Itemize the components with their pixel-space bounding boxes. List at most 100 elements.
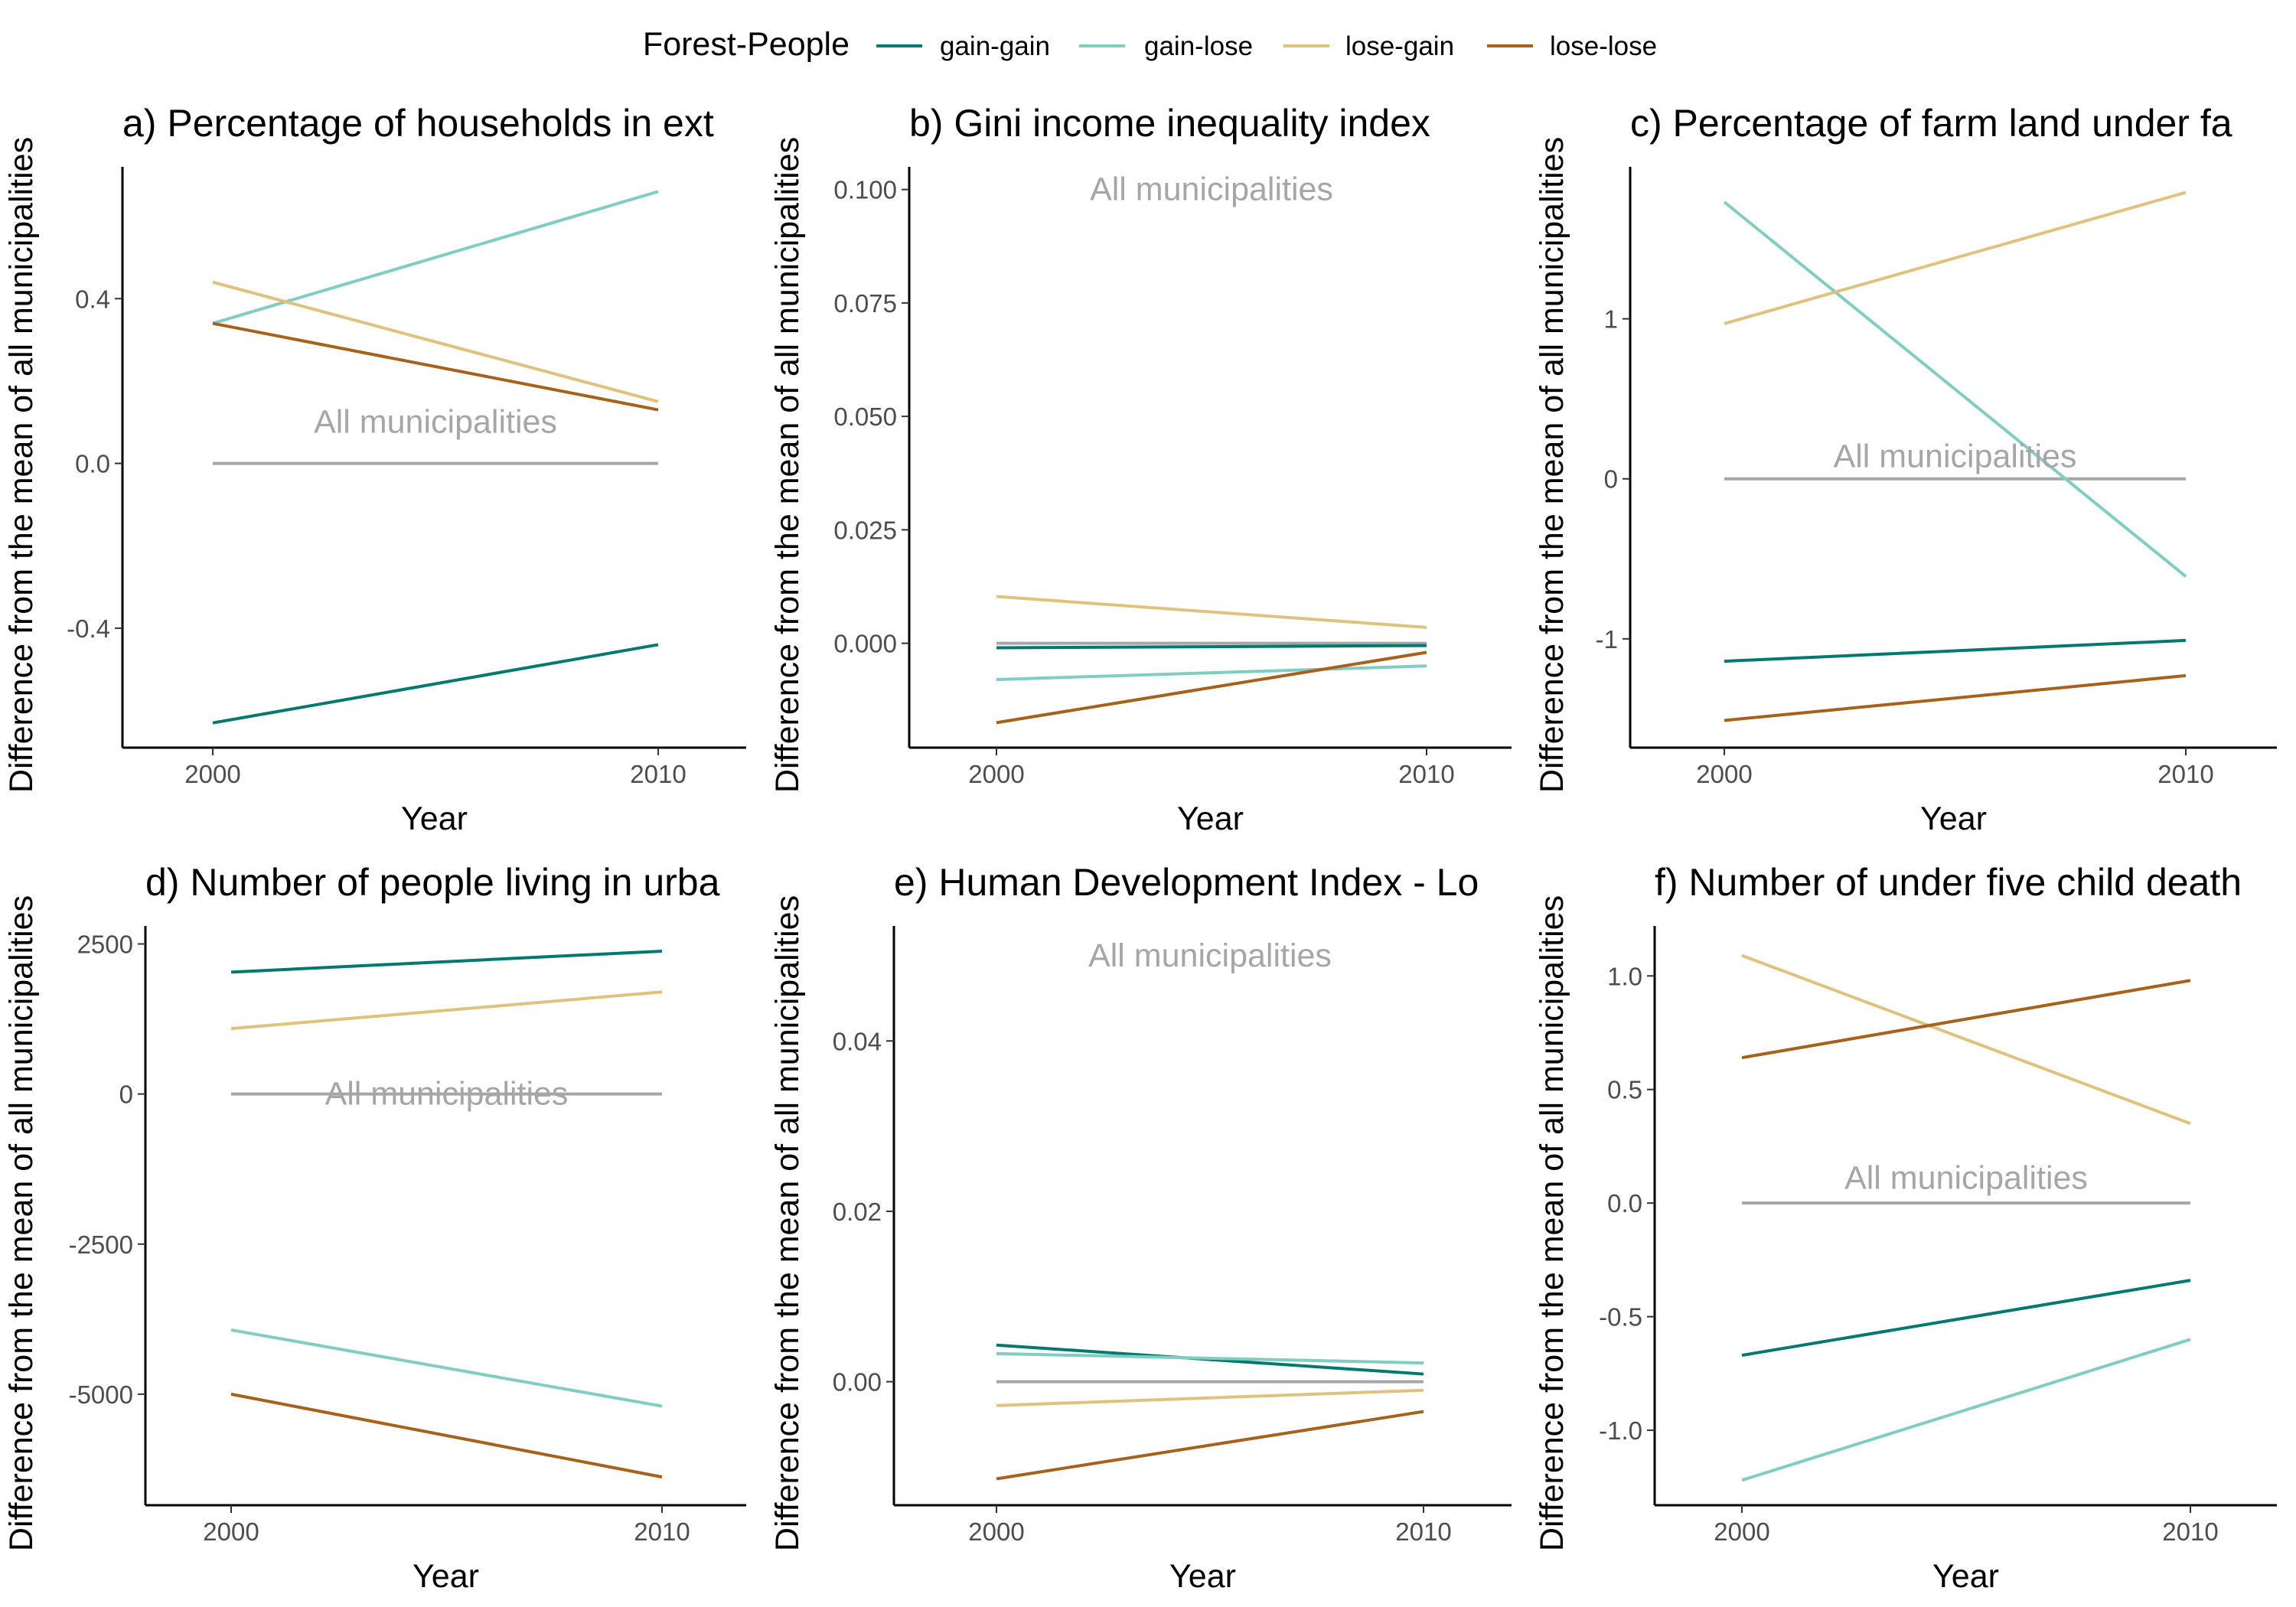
series-line-lose-lose xyxy=(230,1392,663,1479)
series-line-lose-lose xyxy=(996,650,1427,725)
y-tick-label: 0.050 xyxy=(833,403,897,431)
x-axis-label: Year xyxy=(413,1558,479,1595)
x-axis-label: Year xyxy=(1177,800,1244,837)
x-axis-label: Year xyxy=(1169,1558,1236,1595)
x-tick-label: 2010 xyxy=(2162,1517,2218,1546)
y-tick-label: 0.4 xyxy=(75,285,110,313)
x-tick-label: 2000 xyxy=(184,760,240,788)
reference-label: All municipalities xyxy=(1844,1160,2088,1197)
series-line-gain-lose xyxy=(1741,1338,2191,1482)
legend-label-gain-gain: gain-gain xyxy=(940,31,1050,61)
legend-title: Forest-People xyxy=(643,26,850,63)
x-tick-label: 2000 xyxy=(968,760,1024,788)
y-tick-label: -5000 xyxy=(69,1380,133,1409)
panel-c: c) Percentage of farm land under fa -1 0 1 2… xyxy=(1534,102,2277,837)
y-tick-label: 0.000 xyxy=(833,630,897,658)
panel-b: b) Gini income inequality index 0.000 0.02… xyxy=(769,102,1512,837)
x-tick-label: 2010 xyxy=(630,760,686,788)
x-tick-label: 2010 xyxy=(1395,1517,1451,1546)
y-tick-label: 0.0 xyxy=(75,450,110,478)
series-line-gain-lose xyxy=(1723,200,2187,578)
x-tick-label: 2010 xyxy=(634,1517,690,1546)
series-line-lose-gain xyxy=(1724,191,2187,325)
y-tick-label: 0 xyxy=(1604,465,1618,494)
panel-title: f) Number of under five child death xyxy=(1655,861,2242,904)
x-tick-label: 2000 xyxy=(968,1517,1024,1546)
y-axis-label: Difference from the mean of all municipa… xyxy=(3,137,40,793)
plot-area xyxy=(230,949,663,1479)
x-axis-label: Year xyxy=(1932,1558,1999,1595)
series-line-gain-gain xyxy=(1741,1279,2191,1358)
y-tick-label: 1.0 xyxy=(1607,962,1642,990)
panel-d: d) Number of people living in urba -5000 -… xyxy=(3,861,746,1595)
y-axis-label: Difference from the mean of all municipa… xyxy=(1534,137,1570,793)
x-tick-label: 2000 xyxy=(203,1517,259,1546)
y-tick-label: 0.0 xyxy=(1607,1189,1642,1217)
legend-label-lose-gain: lose-gain xyxy=(1345,31,1454,61)
y-tick-label: 0.025 xyxy=(833,516,897,544)
x-tick-label: 2010 xyxy=(2157,760,2213,788)
series-line-lose-lose xyxy=(1724,673,2187,722)
series-line-lose-gain xyxy=(230,990,663,1031)
x-axis-label: Year xyxy=(401,800,468,837)
plot-area xyxy=(1723,191,2187,722)
y-tick-label: 0.04 xyxy=(833,1027,882,1055)
y-tick-label: 0 xyxy=(119,1081,133,1109)
y-tick-label: 1 xyxy=(1604,305,1618,334)
y-tick-label: -1.0 xyxy=(1599,1416,1642,1445)
series-line-gain-lose xyxy=(230,1328,663,1408)
y-tick-label: 0.00 xyxy=(833,1368,882,1397)
y-tick-label: -0.4 xyxy=(67,614,110,643)
plot-area xyxy=(1741,953,2191,1482)
series-line-gain-lose xyxy=(996,1351,1424,1365)
reference-label: All municipalities xyxy=(1834,438,2077,474)
y-tick-label: 0.100 xyxy=(833,176,897,204)
panel-title: c) Percentage of farm land under fa xyxy=(1630,102,2232,145)
x-tick-label: 2010 xyxy=(1398,760,1454,788)
panel-title: b) Gini income inequality index xyxy=(909,102,1430,145)
series-line-gain-gain xyxy=(212,643,659,725)
series-line-lose-lose xyxy=(1741,979,2191,1060)
series-line-lose-gain xyxy=(996,1388,1424,1407)
y-tick-label: -1 xyxy=(1596,625,1618,654)
y-tick-label: -0.5 xyxy=(1599,1303,1642,1332)
series-line-lose-lose xyxy=(996,1410,1424,1481)
y-axis-label: Difference from the mean of all municipa… xyxy=(769,137,806,793)
series-line-lose-gain xyxy=(1741,953,2191,1126)
y-axis-label: Difference from the mean of all municipa… xyxy=(769,895,806,1551)
y-tick-label: 0.5 xyxy=(1607,1076,1642,1104)
x-axis-label: Year xyxy=(1920,800,1987,837)
legend-label-lose-lose: lose-lose xyxy=(1550,31,1657,61)
reference-label: All municipalities xyxy=(314,404,557,441)
series-line-lose-gain xyxy=(212,280,659,403)
y-axis-label: Difference from the mean of all municipa… xyxy=(1534,895,1570,1551)
y-tick-label: 0.075 xyxy=(833,289,897,318)
plot-area xyxy=(996,595,1427,725)
panel-title: d) Number of people living in urba xyxy=(145,861,720,904)
legend: Forest-People gain-gain gain-lose lose-gai… xyxy=(643,26,1657,63)
y-tick-label: 0.02 xyxy=(833,1198,882,1226)
panel-title: e) Human Development Index - Lo xyxy=(894,861,1479,904)
series-line-gain-gain xyxy=(1724,638,2187,663)
panel-e: e) Human Development Index - Lo 0.00 0.02 0… xyxy=(769,861,1512,1595)
series-line-gain-gain xyxy=(230,949,663,974)
legend-label-gain-lose: gain-lose xyxy=(1144,31,1253,61)
panel-a: a) Percentage of households in ext -0.4 0.… xyxy=(3,102,746,837)
y-axis-label: Difference from the mean of all municipa… xyxy=(3,895,40,1551)
series-line-gain-lose xyxy=(212,190,659,325)
y-tick-label: 2500 xyxy=(77,931,133,959)
series-line-lose-lose xyxy=(212,321,659,412)
y-tick-label: -2500 xyxy=(69,1231,133,1259)
x-tick-label: 2000 xyxy=(1696,760,1752,788)
reference-label: All municipalities xyxy=(1090,171,1333,208)
reference-label: All municipalities xyxy=(1088,937,1332,974)
x-tick-label: 2000 xyxy=(1714,1517,1769,1546)
series-line-gain-lose xyxy=(996,664,1427,682)
plot-area xyxy=(212,190,659,725)
series-line-lose-gain xyxy=(996,595,1427,629)
reference-label: All municipalities xyxy=(325,1076,569,1113)
plot-area xyxy=(996,1343,1424,1481)
panel-f: f) Number of under five child death -1.0 -… xyxy=(1534,861,2277,1595)
panel-title: a) Percentage of households in ext xyxy=(122,102,714,145)
